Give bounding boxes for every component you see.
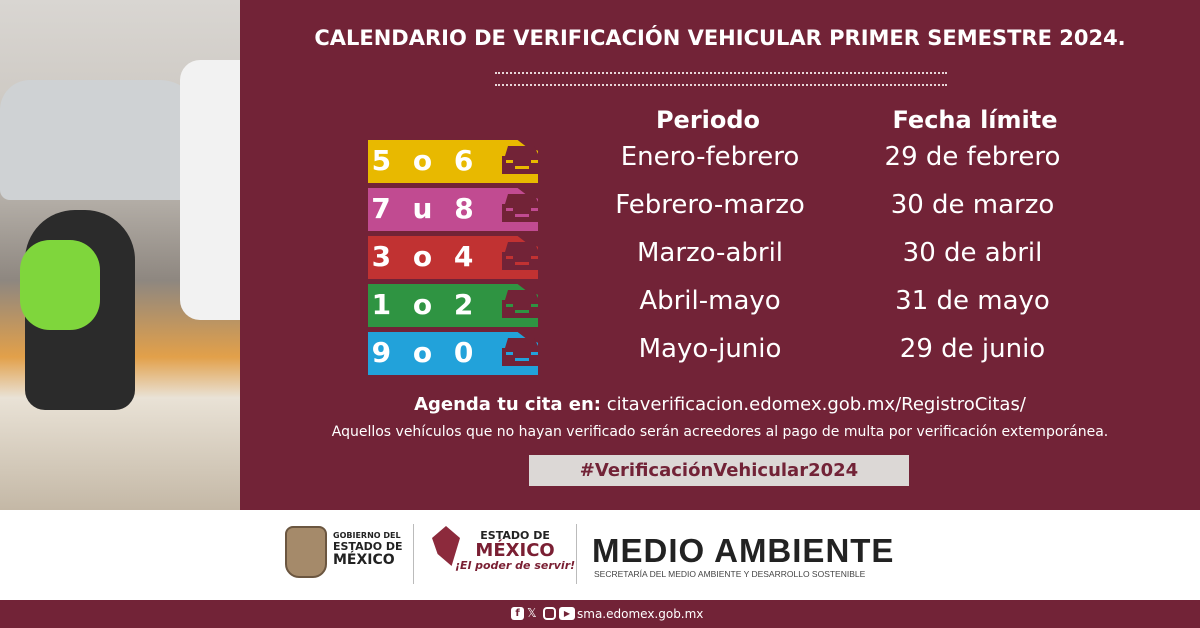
plate-digits: 1 o 2 xyxy=(371,288,480,321)
plate-digits: 9 o 0 xyxy=(371,336,480,369)
gov-logo-line1: GOBIERNO DEL xyxy=(333,531,401,540)
deadline-cell: 30 de abril xyxy=(902,238,1043,268)
agenda-label: Agenda tu cita en: xyxy=(414,394,601,415)
car-icon xyxy=(502,242,542,270)
gov-logo-text: GOBIERNO DEL ESTADO DE MÉXICO xyxy=(333,531,403,568)
plate-row: 3 o 4 xyxy=(368,236,548,279)
hashtag-badge: #VerificaciónVehicular2024 xyxy=(529,455,909,486)
deadline-cell: 31 de mayo xyxy=(895,286,1050,316)
estado-logo: ESTADO DE MÉXICO ¡El poder de servir! xyxy=(455,530,575,572)
gov-logo-line2: ESTADO DE xyxy=(333,539,403,553)
instagram-icon[interactable] xyxy=(543,607,556,620)
photo-white-car xyxy=(180,60,240,320)
gov-logo-line3: MÉXICO xyxy=(333,551,395,568)
period-cell: Marzo-abril xyxy=(636,238,784,268)
car-icon xyxy=(502,338,542,366)
facebook-icon[interactable]: f xyxy=(511,607,524,620)
ministry-subtitle: SECRETARÍA DEL MEDIO AMBIENTE Y DESARROL… xyxy=(594,569,866,579)
social-icons: f 𝕏 ▶ xyxy=(511,607,575,620)
social-band: f 𝕏 ▶ sma.edomex.gob.mx xyxy=(0,600,1200,628)
ornament-divider xyxy=(495,72,947,86)
plate-row: 9 o 0 xyxy=(368,332,548,375)
header-deadline: Fecha límite xyxy=(892,106,1058,134)
fine-note: Aquellos vehículos que no hayan verifica… xyxy=(331,424,1109,440)
agenda-line: Agenda tu cita en: citaverificacion.edom… xyxy=(240,394,1200,415)
divider xyxy=(576,524,577,584)
period-cell: Enero-febrero xyxy=(620,142,800,172)
period-cell: Febrero-marzo xyxy=(615,190,805,220)
plate-row: 1 o 2 xyxy=(368,284,548,327)
plate-digits: 3 o 4 xyxy=(371,240,480,273)
header-period: Periodo xyxy=(655,106,761,134)
deadline-cell: 30 de marzo xyxy=(890,190,1055,220)
car-icon xyxy=(502,290,542,318)
estado-logo-line1: ESTADO DE xyxy=(480,529,550,542)
estado-logo-line2: MÉXICO xyxy=(475,539,555,561)
plate-row: 5 o 6 xyxy=(368,140,548,183)
plate-digits: 5 o 6 xyxy=(371,144,480,177)
agenda-link[interactable]: citaverificacion.edomex.gob.mx/RegistroC… xyxy=(606,394,1026,415)
footer-logos: GOBIERNO DEL ESTADO DE MÉXICO ESTADO DE … xyxy=(0,510,1200,600)
deadline-cell: 29 de junio xyxy=(899,334,1046,364)
x-icon[interactable]: 𝕏 xyxy=(527,606,537,620)
youtube-icon[interactable]: ▶ xyxy=(559,607,575,620)
photo-vehicle-verification xyxy=(0,0,240,510)
photo-technician-shirt xyxy=(20,240,100,330)
photo-car xyxy=(0,80,200,200)
page-title: CALENDARIO DE VERIFICACIÓN VEHICULAR PRI… xyxy=(314,26,1126,50)
car-icon xyxy=(502,146,542,174)
estado-logo-slogan: ¡El poder de servir! xyxy=(455,559,576,573)
period-cell: Abril-mayo xyxy=(639,286,781,316)
state-coat-of-arms-icon xyxy=(285,526,327,578)
divider xyxy=(413,524,414,584)
website-link[interactable]: sma.edomex.gob.mx xyxy=(577,607,704,621)
car-icon xyxy=(502,194,542,222)
ministry-name: MEDIO AMBIENTE xyxy=(592,532,895,569)
period-cell: Mayo-junio xyxy=(638,334,782,364)
plate-row: 7 u 8 xyxy=(368,188,548,231)
deadline-cell: 29 de febrero xyxy=(884,142,1061,172)
plate-digits: 7 u 8 xyxy=(371,192,480,225)
